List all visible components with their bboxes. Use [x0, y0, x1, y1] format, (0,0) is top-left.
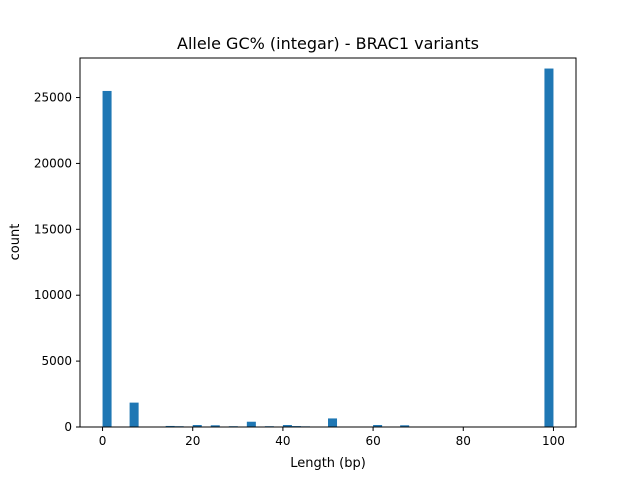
x-tick-label-1: 20 — [185, 434, 200, 448]
y-tick-label-5: 25000 — [34, 91, 72, 105]
x-tick-label-4: 80 — [456, 434, 471, 448]
y-tick-label-3: 15000 — [34, 222, 72, 236]
bar-1 — [129, 402, 139, 427]
x-tick-label-2: 40 — [275, 434, 290, 448]
y-axis-ticks: 0 5000 10000 15000 20000 25000 — [34, 91, 80, 434]
bar-14 — [400, 425, 410, 427]
chart-title: Allele GC% (integar) - BRAC1 variants — [177, 34, 479, 53]
x-axis-label: Length (bp) — [290, 456, 366, 471]
x-tick-label-5: 100 — [542, 434, 565, 448]
plot-frame — [79, 57, 577, 428]
bar-5 — [210, 425, 220, 427]
y-tick-label-2: 10000 — [34, 288, 72, 302]
bar-9 — [282, 425, 292, 427]
y-tick-label-4: 20000 — [34, 156, 72, 170]
y-tick-label-1: 5000 — [41, 354, 72, 368]
bar-15 — [544, 68, 554, 427]
y-axis-label: count — [8, 224, 23, 261]
x-tick-label-0: 0 — [99, 434, 107, 448]
bar-0 — [102, 90, 112, 427]
bar-12 — [328, 418, 338, 427]
bar-2 — [165, 425, 175, 427]
bar-13 — [373, 425, 383, 427]
x-axis-ticks: 0 20 40 60 80 100 — [99, 427, 565, 448]
y-tick-label-0: 0 — [64, 420, 72, 434]
bar-4 — [192, 425, 202, 427]
bar-7 — [246, 421, 256, 427]
x-tick-label-3: 60 — [365, 434, 380, 448]
